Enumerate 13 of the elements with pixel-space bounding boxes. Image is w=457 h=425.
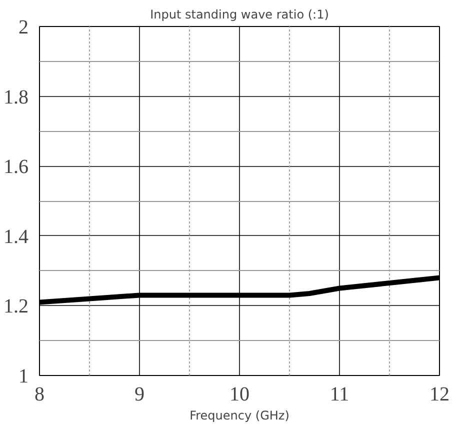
x-axis-title: Frequency (GHz) <box>190 408 290 422</box>
x-tick-label: 9 <box>134 384 144 406</box>
y-tick-label: 2 <box>18 16 28 38</box>
x-tick-label: 12 <box>430 384 450 406</box>
x-tick-label: 10 <box>230 384 250 406</box>
x-tick-label: 11 <box>330 384 350 406</box>
y-tick-label: 1.2 <box>4 296 28 318</box>
x-tick-label: 8 <box>34 384 44 406</box>
chart-title: Input standing wave ratio (:1) <box>150 8 329 22</box>
y-tick-label: 1 <box>18 366 28 388</box>
y-tick-label: 1.6 <box>4 156 28 178</box>
y-tick-label: 1.4 <box>4 226 28 248</box>
y-tick-label: 1.8 <box>4 86 28 108</box>
